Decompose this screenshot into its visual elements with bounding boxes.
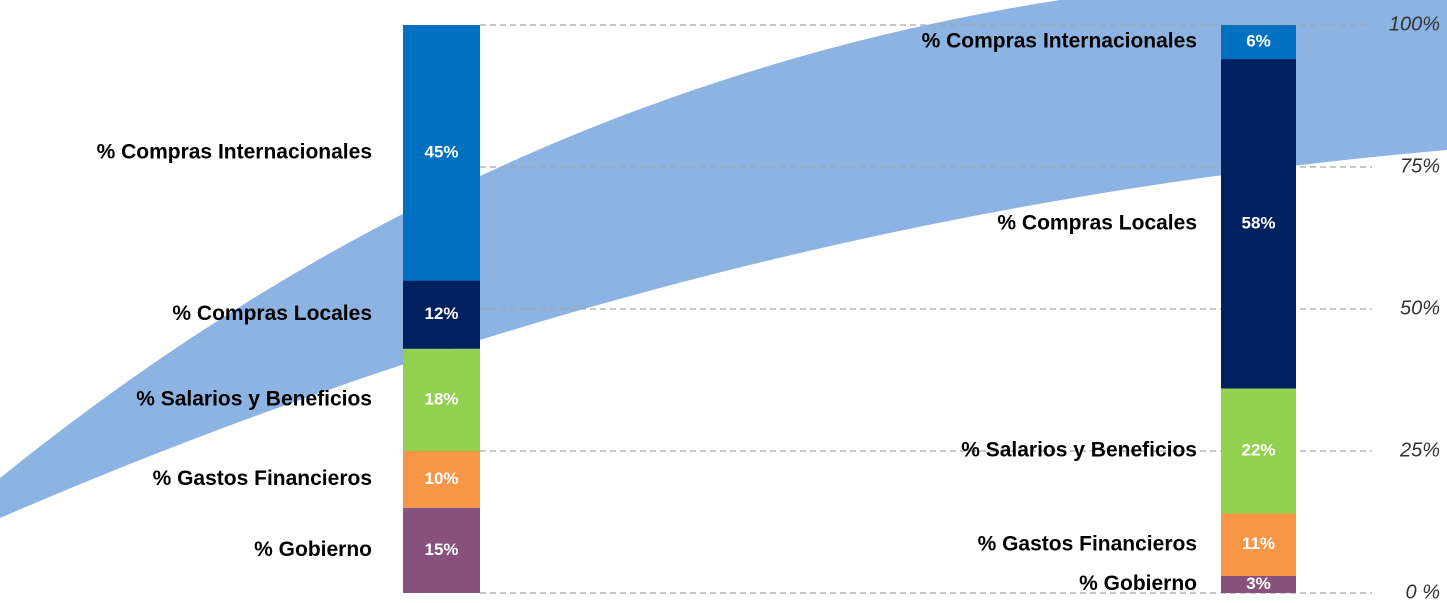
bar-segment (1221, 59, 1296, 389)
value-label: 58% (1241, 213, 1275, 232)
series-label: % Gastos Financieros (978, 532, 1197, 555)
series-label: % Gastos Financieros (153, 467, 372, 490)
value-label: 22% (1241, 440, 1275, 459)
series-label: % Compras Internacionales (97, 140, 372, 163)
bar-segment (403, 507, 480, 593)
bar-segment (1221, 388, 1296, 514)
bar-segment (403, 451, 480, 508)
series-label: % Gobierno (1079, 572, 1197, 595)
series-label: % Salarios y Beneficios (961, 439, 1197, 462)
value-label: 10% (424, 469, 458, 488)
bar-segment (1221, 513, 1296, 576)
value-label: 3% (1246, 574, 1271, 593)
series-label: % Compras Locales (997, 211, 1197, 234)
arrow-band (0, 0, 1447, 518)
y-tick-label: 100% (1389, 13, 1440, 35)
bar-segment (403, 280, 480, 349)
value-label: 18% (424, 389, 458, 408)
series-label: % Compras Internacionales (922, 30, 1197, 53)
y-tick-label: 75% (1400, 155, 1440, 177)
series-label: % Compras Locales (172, 302, 372, 325)
value-label: 15% (424, 540, 458, 559)
y-tick-label: 50% (1400, 297, 1440, 319)
series-label: % Salarios y Beneficios (136, 387, 372, 410)
value-label: 11% (1242, 534, 1275, 553)
y-tick-label: 0 % (1406, 581, 1440, 603)
bar-segment (403, 25, 480, 281)
bar-segment (403, 348, 480, 451)
value-label: 12% (424, 304, 458, 323)
value-label: 45% (424, 142, 458, 161)
bar-segment (1221, 575, 1296, 593)
bar-segment (1221, 25, 1296, 60)
value-label: 6% (1246, 32, 1271, 51)
series-label: % Gobierno (254, 538, 372, 561)
y-tick-label: 25% (1399, 439, 1440, 461)
